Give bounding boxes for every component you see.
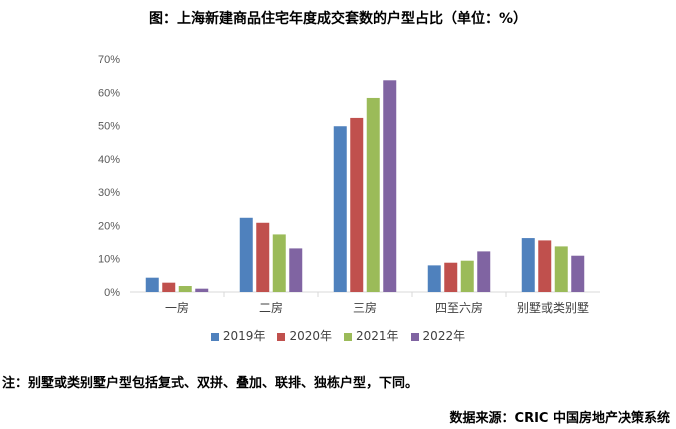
data-source: 数据来源：CRIC 中国房地产决策系统 — [449, 411, 670, 426]
bar — [272, 234, 286, 292]
legend-swatch — [344, 332, 352, 341]
bar — [239, 217, 253, 292]
x-tick-label: 一房 — [165, 300, 189, 315]
bar — [195, 288, 209, 292]
y-tick-label: 70% — [98, 54, 120, 66]
bar — [383, 80, 397, 292]
bar — [178, 286, 192, 292]
bar — [571, 255, 585, 292]
bar — [477, 251, 491, 292]
legend-swatch — [210, 332, 219, 341]
legend-item: 2020年 — [277, 327, 332, 344]
legend-swatch — [277, 332, 286, 341]
y-tick-label: 20% — [98, 220, 120, 232]
chart-legend: 2019年 2020年 2021年 2022年 — [0, 327, 676, 344]
bar — [333, 126, 347, 292]
bar — [521, 238, 535, 292]
y-tick-label: 10% — [98, 254, 120, 266]
bar — [256, 222, 270, 292]
y-tick-label: 60% — [98, 87, 120, 99]
x-tick-label: 二房 — [259, 300, 283, 315]
legend-item: 2022年 — [410, 327, 466, 344]
legend-label: 2022年 — [422, 329, 466, 343]
bar — [554, 246, 568, 292]
legend-label: 2020年 — [289, 329, 332, 343]
bar — [162, 282, 176, 292]
bar — [460, 260, 474, 292]
bar — [350, 117, 364, 292]
y-tick-label: 0% — [104, 287, 120, 299]
legend-item: 2019年 — [210, 327, 266, 344]
footnote: 注：别墅或类别墅户型包括复式、双拼、叠加、联排、独栋户型，下同。 — [2, 376, 419, 391]
legend-swatch — [410, 332, 419, 341]
x-tick-label: 四至六房 — [435, 300, 483, 315]
legend-label: 2019年 — [222, 329, 266, 343]
bar — [538, 240, 552, 292]
bar — [366, 97, 380, 293]
chart-title: 图：上海新建商品住宅年度成交套数的户型占比（单位：%） — [148, 11, 528, 27]
legend-label: 2021年 — [356, 329, 399, 343]
bar — [289, 248, 303, 292]
y-tick-label: 40% — [98, 154, 120, 166]
bar-chart: 0% 10% 20% 30% 40% 50% 60% 70% 一房 二房 三房 四至六房 别墅或类别墅 — [98, 54, 600, 315]
bar — [145, 277, 159, 292]
legend-item: 2021年 — [344, 327, 399, 344]
y-tick-label: 50% — [98, 121, 120, 133]
bar — [427, 265, 441, 292]
bar — [444, 262, 458, 292]
y-tick-label: 30% — [98, 187, 120, 199]
x-tick-label: 三房 — [353, 300, 377, 315]
x-tick-label: 别墅或类别墅 — [517, 301, 589, 315]
